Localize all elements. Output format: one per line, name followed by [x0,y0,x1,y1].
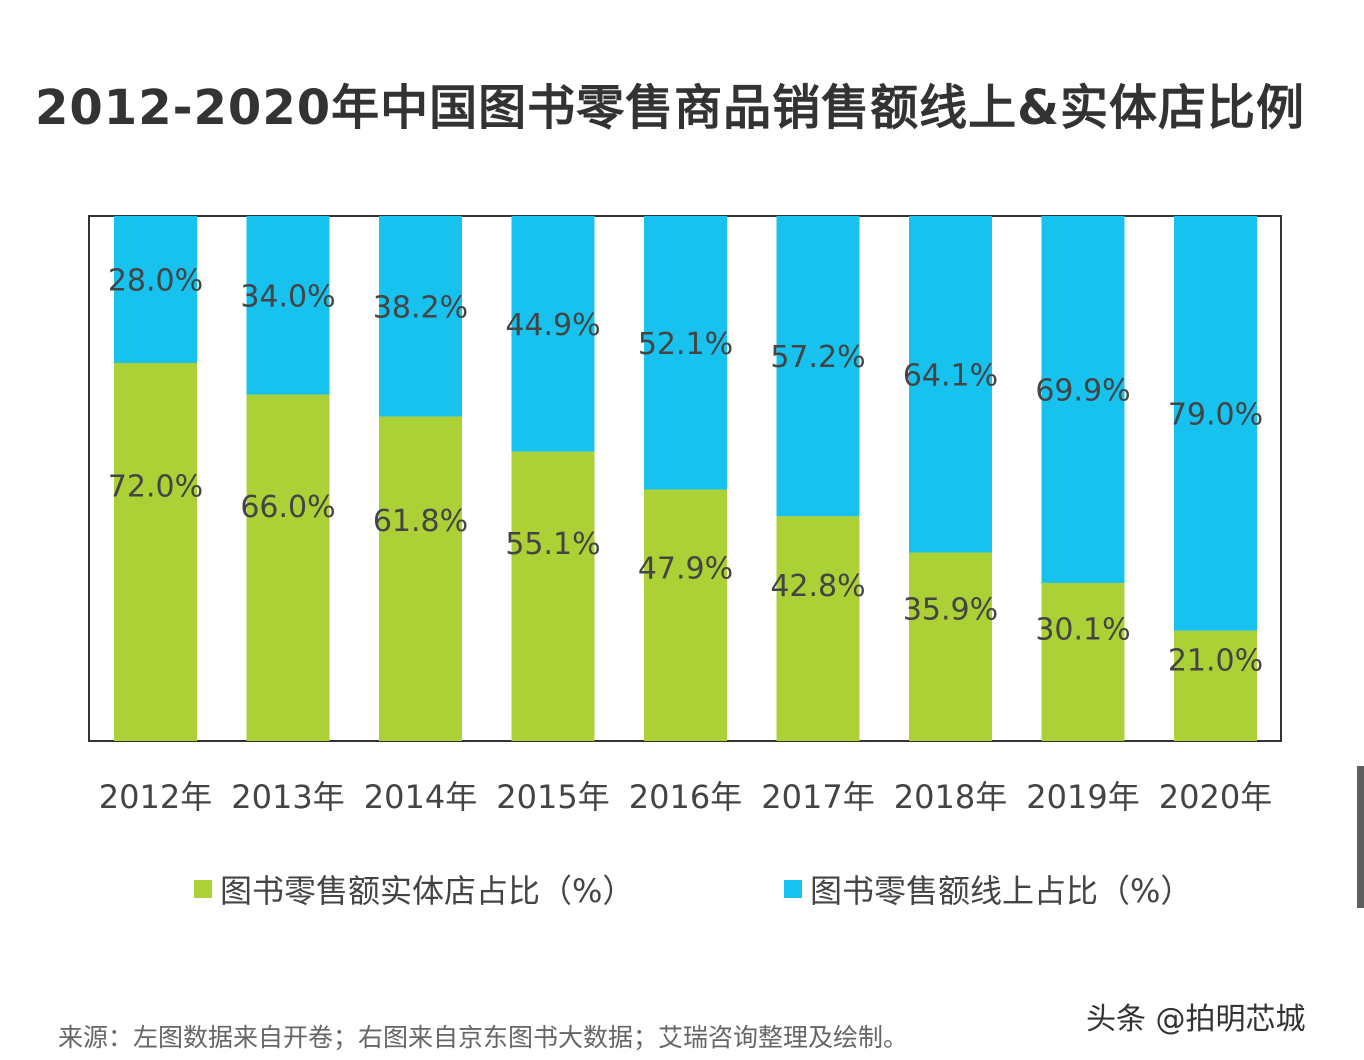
label-offline-1: 66.0% [240,490,335,525]
legend-label-online: 图书零售额线上占比（%） [810,872,1193,910]
x-tick-label-7: 2019年 [1026,778,1139,816]
label-offline-7: 30.1% [1035,612,1130,647]
bar-offline-5 [776,516,860,741]
label-online-4: 52.1% [638,327,733,362]
bar-online-3 [511,216,595,452]
chart-title: 2012-2020年中国图书零售商品销售额线上&实体店比例 [35,80,1305,136]
bar-offline-2 [379,416,462,741]
x-tick-label-8: 2020年 [1159,778,1272,816]
label-offline-5: 42.8% [770,569,865,604]
legend-item-online: 图书零售额线上占比（%） [784,866,1192,912]
x-tick-label-2: 2014年 [364,778,477,816]
scrollbar[interactable] [1357,766,1364,908]
label-online-8: 79.0% [1168,397,1263,432]
legend-swatch-green [194,880,212,898]
label-offline-0: 72.0% [108,469,203,504]
label-online-6: 64.1% [903,358,998,393]
bar-online-8 [1174,216,1257,631]
bar-online-5 [776,216,860,517]
bar-offline-3 [511,451,595,741]
watermark: 头条 @拍明芯城 [1086,1002,1306,1037]
label-online-1: 34.0% [240,279,335,314]
label-online-2: 38.2% [373,290,468,325]
x-tick-label-0: 2012年 [99,778,212,816]
label-online-7: 69.9% [1035,373,1130,408]
x-tick-label-5: 2017年 [761,778,874,816]
bar-offline-8 [1174,630,1257,741]
x-tick-label-6: 2018年 [894,778,1007,816]
x-tick-label-3: 2015年 [496,778,609,816]
stacked-bar-chart: 28.0% 72.0% 2012年 34.0% 66.0% 2013年 38.2% 61.8%… [88,215,1282,817]
legend-label-offline: 图书零售额实体店占比（%） [220,872,635,910]
label-group: 28.0% 72.0% 2012年 34.0% 66.0% 2013年 38.2% 61.8%… [99,264,1272,817]
label-offline-8: 21.0% [1168,643,1263,678]
bar-online-7 [1041,216,1125,583]
bar-offline-0 [114,363,197,741]
bar-group [114,216,1257,741]
label-online-3: 44.9% [505,308,600,343]
x-tick-label-1: 2013年 [231,778,344,816]
bar-online-4 [644,216,727,490]
bar-online-6 [909,216,992,553]
legend-item-offline: 图书零售额实体店占比（%） [194,866,634,912]
x-tick-label-4: 2016年 [629,778,742,816]
source-note: 来源：左图数据来自开卷；右图来自京东图书大数据；艾瑞咨询整理及绘制。 [58,1023,909,1052]
label-online-0: 28.0% [108,264,203,299]
bar-offline-7 [1041,582,1125,741]
bar-offline-4 [644,489,727,741]
legend-swatch-blue [784,880,802,898]
bar-online-1 [246,216,330,395]
bar-offline-6 [909,552,992,741]
label-online-5: 57.2% [770,340,865,375]
label-offline-6: 35.9% [903,592,998,627]
bar-online-0 [114,216,197,363]
bar-offline-1 [246,394,330,741]
label-offline-2: 61.8% [373,504,468,539]
label-offline-3: 55.1% [505,527,600,562]
bar-online-2 [379,216,462,417]
label-offline-4: 47.9% [638,552,733,587]
